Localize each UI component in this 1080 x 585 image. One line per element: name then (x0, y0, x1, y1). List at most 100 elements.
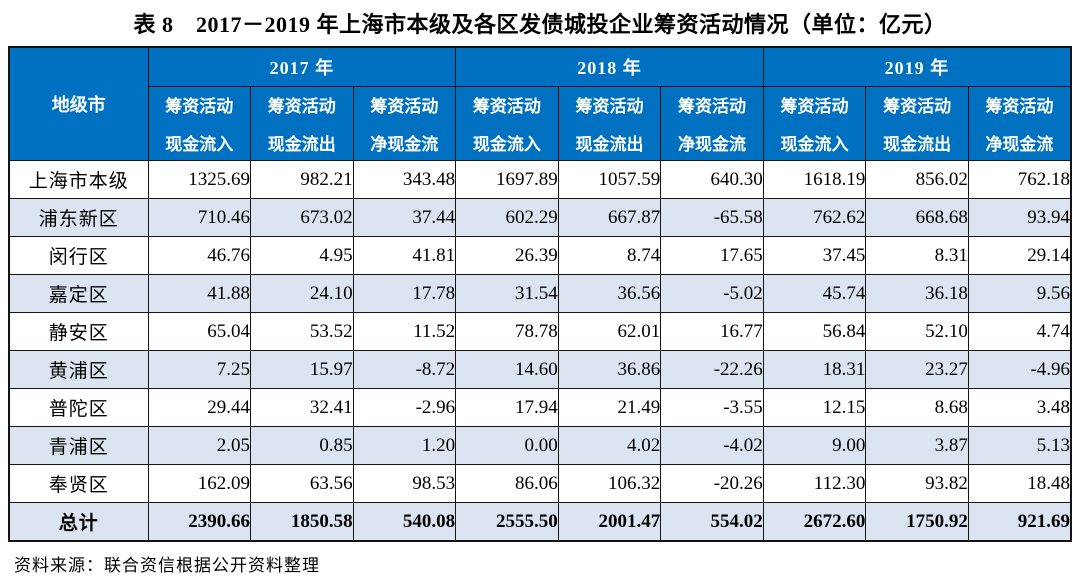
value-cell: 9.56 (967, 274, 1072, 313)
value-cell: 4.02 (557, 426, 662, 465)
total-value-cell: 540.08 (352, 502, 457, 542)
value-cell: 23.27 (865, 350, 969, 389)
value-cell: 3.48 (967, 388, 1072, 427)
value-cell: 36.18 (865, 274, 969, 313)
value-cell: 162.09 (147, 464, 252, 503)
value-cell: 17.65 (660, 236, 764, 275)
year-header-2017: 2017 年 (147, 46, 457, 87)
value-cell: 15.97 (250, 350, 354, 389)
value-cell: 45.74 (762, 274, 867, 313)
value-cell: 3.87 (865, 426, 969, 465)
value-cell: 343.48 (352, 160, 457, 199)
region-cell: 普陀区 (8, 388, 149, 427)
region-cell: 嘉定区 (8, 274, 149, 313)
value-cell: 16.77 (660, 312, 764, 351)
table-row: 嘉定区 41.88 24.10 17.78 31.54 36.56 -5.02 45.74 36… (8, 274, 1072, 313)
table-row: 上海市本级 1325.69 982.21 343.48 1697.89 1057.59 64… (8, 160, 1072, 199)
value-cell: 106.32 (557, 464, 662, 503)
value-cell: 29.44 (147, 388, 252, 427)
region-cell: 静安区 (8, 312, 149, 351)
value-cell: 602.29 (455, 198, 559, 237)
metric-line1: 筹资活动 (780, 97, 849, 116)
value-cell: 0.85 (250, 426, 354, 465)
value-cell: 52.10 (865, 312, 969, 351)
value-cell: 36.56 (557, 274, 662, 313)
value-cell: 26.39 (455, 236, 559, 275)
value-cell: 4.95 (250, 236, 354, 275)
value-cell: 78.78 (455, 312, 559, 351)
region-cell: 闵行区 (8, 236, 149, 275)
value-cell: 762.62 (762, 198, 867, 237)
total-row: 总计 2390.66 1850.58 540.08 2555.50 2001.47 554.… (8, 502, 1072, 542)
value-cell: 856.02 (865, 160, 969, 199)
value-cell: 1325.69 (147, 160, 252, 199)
metric-line1: 筹资活动 (985, 97, 1054, 116)
metric-line2: 现金流出 (267, 135, 336, 154)
value-cell: 8.74 (557, 236, 662, 275)
value-cell: 7.25 (147, 350, 252, 389)
value-cell: 86.06 (455, 464, 559, 503)
value-cell: 8.31 (865, 236, 969, 275)
metric-line1: 筹资活动 (370, 97, 439, 116)
year-header-2019: 2019 年 (762, 46, 1072, 87)
table-row: 青浦区 2.05 0.85 1.20 0.00 4.02 -4.02 9.00 3.87 5.13 (8, 426, 1072, 465)
metric-line2: 净现金流 (370, 135, 439, 154)
region-cell: 浦东新区 (8, 198, 149, 237)
value-cell: 18.31 (762, 350, 867, 389)
value-cell: 5.13 (967, 426, 1072, 465)
value-cell: 673.02 (250, 198, 354, 237)
value-cell: 18.48 (967, 464, 1072, 503)
total-value-cell: 1750.92 (865, 502, 969, 542)
header-row-metrics: 筹资活动 现金流入 筹资活动 现金流出 筹资活动 净现金流 筹资活动 现金流入 筹资活动 现金流出… (9, 86, 1072, 161)
value-cell: 12.15 (762, 388, 867, 427)
region-cell: 奉贤区 (8, 464, 149, 503)
metric-header-y2-m1: 筹资活动 现金流出 (865, 86, 969, 161)
region-cell: 黄浦区 (8, 350, 149, 389)
financing-activity-table: 地级市 2017 年 2018 年 2019 年筹资活动 现金流入 筹资活动 现金流出 筹资活… (8, 46, 1072, 542)
value-cell: -22.26 (660, 350, 764, 389)
table-row: 静安区 65.04 53.52 11.52 78.78 62.01 16.77 56.84 52… (8, 312, 1072, 351)
metric-line1: 筹资活动 (472, 97, 541, 116)
value-cell: 36.86 (557, 350, 662, 389)
value-cell: 17.94 (455, 388, 559, 427)
value-cell: -2.96 (352, 388, 457, 427)
table-title: 表 8 2017－2019 年上海市本级及各区发债城投企业筹资活动情况（单位：亿… (133, 12, 947, 37)
value-cell: 4.74 (967, 312, 1072, 351)
total-value-cell: 2555.50 (455, 502, 559, 542)
value-cell: 93.82 (865, 464, 969, 503)
source-note: 资料来源：联合资信根据公开资料整理 (14, 556, 320, 575)
total-value-cell: 921.69 (967, 502, 1072, 542)
table-row: 普陀区 29.44 32.41 -2.96 17.94 21.49 -3.55 12.15 8.… (8, 388, 1072, 427)
value-cell: 710.46 (147, 198, 252, 237)
value-cell: 53.52 (250, 312, 354, 351)
value-cell: -8.72 (352, 350, 457, 389)
metric-line2: 现金流入 (472, 135, 541, 154)
metric-line2: 现金流入 (165, 135, 234, 154)
value-cell: -65.58 (660, 198, 764, 237)
value-cell: 9.00 (762, 426, 867, 465)
value-cell: 2.05 (147, 426, 252, 465)
value-cell: 1618.19 (762, 160, 867, 199)
table-header: 地级市 2017 年 2018 年 2019 年筹资活动 现金流入 筹资活动 现金流出 筹资活… (8, 46, 1072, 161)
value-cell: 24.10 (250, 274, 354, 313)
value-cell: 1697.89 (455, 160, 559, 199)
table-row: 闵行区 46.76 4.95 41.81 26.39 8.74 17.65 37.45 8.31… (8, 236, 1072, 275)
value-cell: -5.02 (660, 274, 764, 313)
metric-line2: 现金流出 (575, 135, 644, 154)
table-body: 上海市本级 1325.69 982.21 343.48 1697.89 1057.59 64… (8, 160, 1072, 542)
table-row: 奉贤区 162.09 63.56 98.53 86.06 106.32 -20.26 112.… (8, 464, 1072, 503)
value-cell: 667.87 (557, 198, 662, 237)
metric-line1: 筹资活动 (575, 97, 644, 116)
value-cell: 32.41 (250, 388, 354, 427)
value-cell: 11.52 (352, 312, 457, 351)
region-cell: 青浦区 (8, 426, 149, 465)
year-header-2018: 2018 年 (455, 46, 764, 87)
table-row: 黄浦区 7.25 15.97 -8.72 14.60 36.86 -22.26 18.31 23… (8, 350, 1072, 389)
value-cell: 41.81 (352, 236, 457, 275)
value-cell: 0.00 (455, 426, 559, 465)
metric-line2: 现金流入 (780, 135, 849, 154)
value-cell: 56.84 (762, 312, 867, 351)
metric-line1: 筹资活动 (883, 97, 952, 116)
total-value-cell: 2001.47 (557, 502, 662, 542)
